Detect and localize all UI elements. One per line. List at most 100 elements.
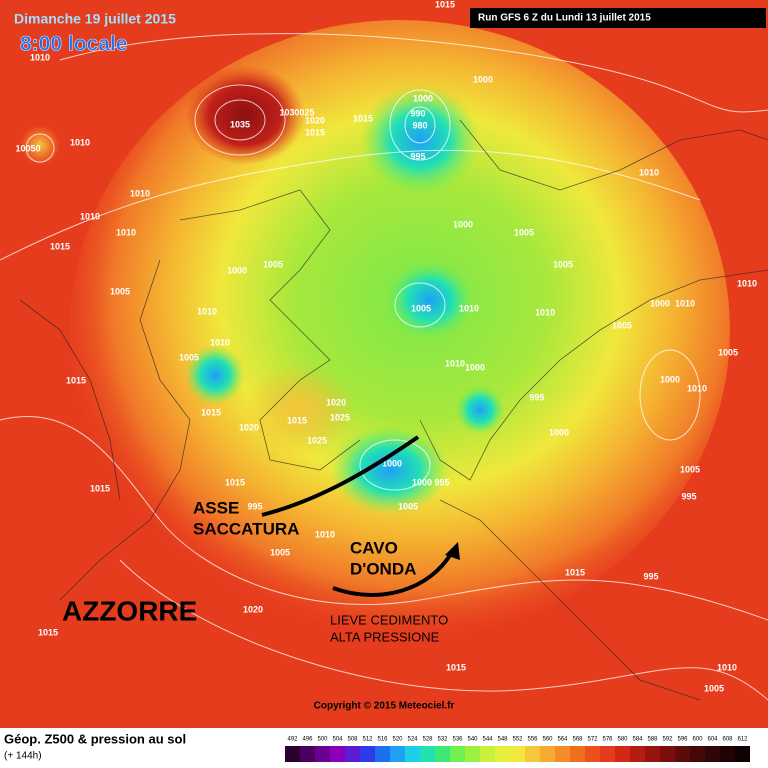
legend-label: 528 xyxy=(422,737,433,743)
isobar-label: 990 xyxy=(410,108,425,118)
isobar-label: 1015 xyxy=(225,477,245,487)
isobar-label: 1020 xyxy=(305,115,325,125)
annotation: AZZORRE xyxy=(62,595,197,626)
isobar-label: 1015 xyxy=(201,407,221,417)
isobar-label: 1015 xyxy=(305,127,325,137)
legend-swatch xyxy=(450,746,465,762)
legend-swatch xyxy=(615,746,630,762)
legend-label: 548 xyxy=(497,737,508,743)
isobar-label: 1015 xyxy=(287,415,307,425)
legend-label: 540 xyxy=(467,737,478,743)
isobar-label: 1005 xyxy=(612,320,632,330)
footer-title: Géop. Z500 & pression au sol xyxy=(4,731,186,746)
legend-swatch xyxy=(570,746,585,762)
isobar-label: 1000 xyxy=(413,93,433,103)
legend-swatch xyxy=(630,746,645,762)
legend-swatch xyxy=(495,746,510,762)
legend-swatch xyxy=(555,746,570,762)
legend-swatch xyxy=(690,746,705,762)
annotation: CAVO xyxy=(350,538,398,557)
legend-swatch xyxy=(375,746,390,762)
isobar-label: 1010 xyxy=(70,137,90,147)
legend-swatch xyxy=(540,746,555,762)
legend-swatch xyxy=(675,746,690,762)
isobar-labels: 1015101010351030025102010151000100099098… xyxy=(15,0,757,693)
legend-label: 600 xyxy=(692,737,703,743)
isobar-label: 1010 xyxy=(675,298,695,308)
low-area xyxy=(455,385,505,435)
isobar-label: 1015 xyxy=(446,662,466,672)
isobar-label: 1035 xyxy=(230,119,250,129)
isobar-label: 1010 xyxy=(535,307,555,317)
legend-label: 568 xyxy=(572,737,583,743)
isobar-label: 1005 xyxy=(680,464,700,474)
legend-label: 544 xyxy=(482,737,493,743)
legend-label: 496 xyxy=(302,737,313,743)
legend-label: 608 xyxy=(722,737,733,743)
legend-swatch xyxy=(525,746,540,762)
trough-axis xyxy=(261,435,420,517)
isobar-label: 995 xyxy=(529,392,544,402)
legend-label: 592 xyxy=(662,737,673,743)
legend-swatch xyxy=(300,746,315,762)
isobar-label: 1005 xyxy=(270,547,290,557)
legend-label: 584 xyxy=(632,737,643,743)
legend-swatch xyxy=(315,746,330,762)
isobar-label: 1000 xyxy=(412,477,432,487)
isobar-label: 1000 xyxy=(453,219,473,229)
isobar-label: 1010 xyxy=(116,227,136,237)
isobar-label: 1005 xyxy=(718,347,738,357)
isobar-label: 995 xyxy=(643,571,658,581)
isobar-label: 1025 xyxy=(307,435,327,445)
isobar-label: 1005 xyxy=(411,303,431,313)
ridge-area xyxy=(245,365,355,455)
legend-label: 580 xyxy=(617,737,628,743)
legend-label: 524 xyxy=(407,737,418,743)
legend-swatch xyxy=(480,746,495,762)
legend-swatch xyxy=(345,746,360,762)
isobar-label: 1010 xyxy=(687,383,707,393)
isobar-label: 1000 xyxy=(465,362,485,372)
isobar-label: 1030025 xyxy=(279,107,314,117)
run-box xyxy=(470,8,766,28)
footer-subtitle: (+ 144h) xyxy=(4,751,42,762)
legend-label: 572 xyxy=(587,737,598,743)
isobar-label: 1015 xyxy=(353,113,373,123)
isobar-label: 1015 xyxy=(38,627,58,637)
legend-label: 576 xyxy=(602,737,613,743)
legend-label: 588 xyxy=(647,737,658,743)
isobar-label: 10050 xyxy=(15,143,40,153)
legend-label: 604 xyxy=(707,737,718,743)
isobar-label: 1020 xyxy=(243,604,263,614)
legend-label: 532 xyxy=(437,737,448,743)
run: Run GFS 6 Z du Lundi 13 juillet 2015 xyxy=(478,13,651,24)
legend-swatch xyxy=(510,746,525,762)
isobar-label: 1005 xyxy=(179,352,199,362)
legend-swatch xyxy=(465,746,480,762)
isobar-label: 1005 xyxy=(110,286,130,296)
high-area xyxy=(185,65,305,165)
legend-label: 516 xyxy=(377,737,388,743)
isobar-label: 1005 xyxy=(553,259,573,269)
legend-label: 612 xyxy=(737,737,748,743)
legend-swatch xyxy=(285,746,300,762)
annotation: SACCATURA xyxy=(193,519,299,538)
isobar-label: 1000 xyxy=(382,458,402,468)
coastlines xyxy=(19,119,768,701)
legend-label: 520 xyxy=(392,737,403,743)
isobar-label: 1015 xyxy=(66,375,86,385)
date: Dimanche 19 juillet 2015 xyxy=(14,11,176,27)
isobar-label: 1000 xyxy=(660,374,680,384)
isobar-label: 1000 xyxy=(549,427,569,437)
isobar-label: 1015 xyxy=(90,483,110,493)
isobar-label: 1025 xyxy=(330,412,350,422)
isobar-label: 995 xyxy=(247,501,262,511)
legend-swatch xyxy=(405,746,420,762)
isobar-label: 1010 xyxy=(737,278,757,288)
isobar-label: 980 xyxy=(412,120,427,130)
isobar-label: 1015 xyxy=(50,241,70,251)
low-area xyxy=(330,425,450,515)
legend-label: 564 xyxy=(557,737,568,743)
isobar-label: 1010 xyxy=(210,337,230,347)
